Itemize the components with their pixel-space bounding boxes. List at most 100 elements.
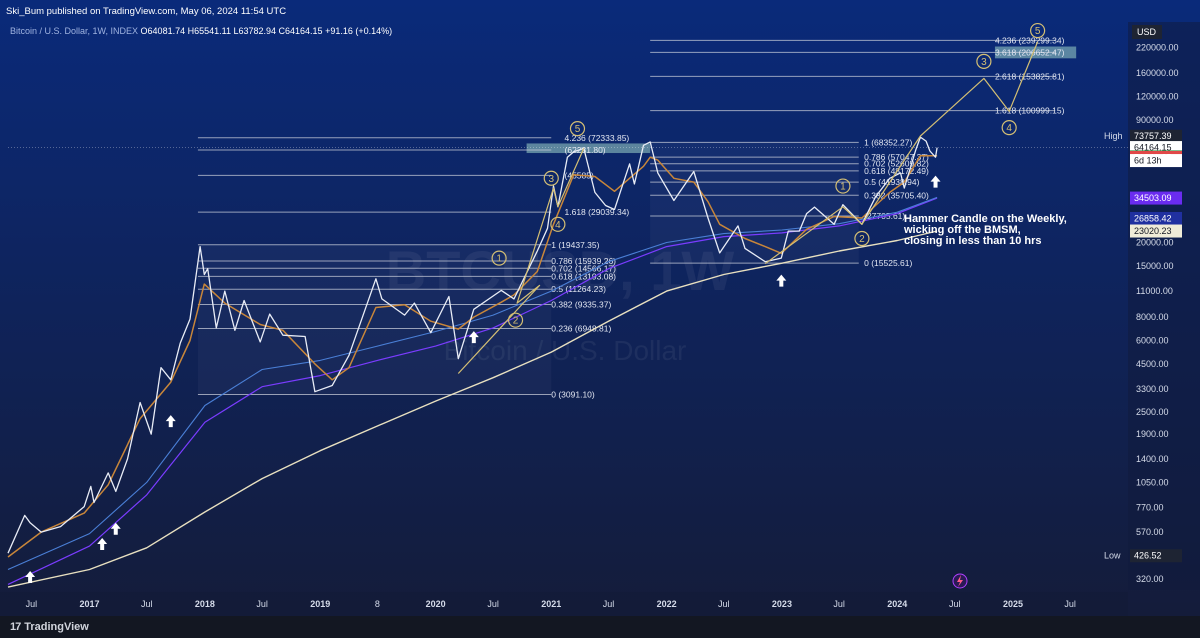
fib-zone-box-0: [526, 143, 651, 154]
wave-path-0: [457, 148, 585, 374]
wave-label-circle: [835, 178, 851, 194]
price-axis-tick: 220000.00: [1136, 42, 1179, 52]
legend-symbol: Bitcoin / U.S. Dollar, 1W, INDEX: [10, 26, 138, 36]
time-axis-tick: 2020: [426, 599, 446, 609]
currency-label: USD: [1137, 27, 1157, 37]
time-axis-tick: 2021: [541, 599, 561, 609]
wave-label-circle: [854, 230, 870, 247]
price-badge-bg: [1130, 129, 1182, 143]
price-axis-tick: 770.00: [1136, 503, 1164, 513]
price-badge: 426.52: [1134, 551, 1162, 561]
fib-level-label: 1 (68352.27): [864, 137, 912, 147]
wave-label-circle: [1030, 22, 1046, 39]
wave-label-circle: [550, 216, 566, 232]
fib-level-label: 0.786 (57047.37): [864, 152, 929, 162]
price-axis-tick: 20000.00: [1136, 237, 1174, 247]
time-axis-tick: Jul: [833, 599, 845, 609]
time-axis-tick: Jul: [256, 599, 268, 609]
fib-level-label: 0.618 (13193.08): [551, 271, 616, 281]
tradingview-logo-icon: 17: [10, 621, 21, 633]
wave-label: 2: [513, 316, 519, 327]
price-axis-tick: 120000.00: [1136, 92, 1179, 102]
ema-orange-line: [7, 155, 938, 558]
price-badge: 23020.23: [1134, 226, 1172, 236]
price-axis-tick: 320.00: [1136, 574, 1164, 584]
time-axis-tick: 2019: [310, 599, 330, 609]
fib-level-label: 0.702 (52609.82): [864, 159, 929, 169]
price-badge: 34503.09: [1134, 193, 1172, 203]
price-axis-tick: 160000.00: [1136, 68, 1179, 78]
watermark-symbol: BTCUSD, 1W: [386, 239, 735, 302]
tradingview-logo[interactable]: 17 TradingView: [10, 621, 89, 633]
fib-level-label: 0.5 (41938.94): [864, 177, 919, 187]
ma-beige-line: [7, 230, 938, 588]
time-axis-tick: Jul: [949, 599, 961, 609]
price-line: [7, 136, 938, 554]
legend-open: O64081.74: [138, 26, 185, 36]
time-axis-tick: 8: [375, 599, 380, 609]
fib-level-label: 0.236 (6948.81): [551, 324, 611, 334]
fib-level-label: 1 (19437.35): [551, 240, 599, 250]
up-arrow-icon: [110, 522, 121, 535]
up-arrow-icon: [165, 415, 176, 428]
time-axis-tick: 2022: [657, 599, 677, 609]
ma-purple-line: [7, 197, 938, 585]
fib-level-label: 0.786 (15939.26): [551, 256, 616, 266]
watermark-name: Bitcoin / U.S. Dollar: [444, 335, 687, 366]
price-chart-svg[interactable]: Ski_Bum published on TradingView.com, Ma…: [0, 0, 1200, 616]
fib-level-label: 2.618 (153825.81): [995, 71, 1065, 81]
time-axis-tick: Jul: [1064, 599, 1076, 609]
annotation-text: Hammer Candle on the Weekly,: [904, 213, 1067, 225]
wave-label: 2: [859, 234, 865, 245]
price-badge-bg: [1130, 211, 1182, 225]
up-arrow-icon: [776, 274, 787, 287]
currency-badge-bg: [1132, 25, 1162, 39]
time-axis-tick: Jul: [141, 599, 153, 609]
time-axis-tick: 2023: [772, 599, 792, 609]
price-badge-bg: [1130, 549, 1182, 563]
price-axis-tick: 4500.00: [1136, 359, 1169, 369]
chart-background: [0, 0, 1200, 616]
wave-label: 3: [981, 57, 987, 68]
ohlc-legend: Bitcoin / U.S. Dollar, 1W, INDEX O64081.…: [10, 26, 392, 36]
price-badge-tag: High: [1104, 131, 1123, 141]
wave-label-circle: [976, 53, 992, 69]
time-axis-tick: Jul: [718, 599, 730, 609]
wave-label: 1: [840, 182, 846, 193]
wave-label: 1: [496, 254, 502, 265]
fib-level-label: 0.5 (11264.23): [551, 284, 606, 294]
annotation-text: closing in less than 10 hrs: [904, 235, 1042, 247]
up-arrow-icon: [930, 175, 941, 188]
up-arrow-icon: [25, 570, 36, 583]
time-axis-bg: [0, 592, 1128, 616]
fib-level-label: 0 (3091.10): [551, 389, 595, 399]
fib-level-label: 1.618 (29039.34): [565, 207, 630, 217]
time-axis-tick: 2017: [80, 599, 100, 609]
wave-label-circle: [543, 170, 559, 186]
up-arrow-icon: [468, 331, 479, 344]
wave-label: 3: [548, 174, 554, 185]
wave-label: 4: [555, 220, 561, 231]
footer-brand: TradingView: [24, 621, 89, 633]
time-axis-tick: Jul: [26, 599, 38, 609]
wave-label-circle: [569, 120, 586, 137]
legend-change: +91.16 (+0.14%): [323, 26, 393, 36]
countdown-label: 6d 13h: [1134, 156, 1162, 166]
fib-level-label: 0.702 (14566.17): [551, 263, 616, 273]
price-badge-bg: [1130, 224, 1182, 238]
legend-high: H65541.11: [185, 26, 231, 36]
fib-level-label: 0.382 (9335.37): [551, 300, 611, 310]
price-axis-tick: 6000.00: [1136, 335, 1169, 345]
fib-level-label: 4.236 (72333.85): [565, 133, 630, 143]
wave-label-circle: [491, 250, 507, 266]
wave-label: 5: [1035, 26, 1041, 37]
fib-level-label: 0 (15525.61): [864, 258, 912, 268]
legend-close: C64164.15: [276, 26, 323, 36]
wave-label: 5: [575, 124, 581, 135]
price-axis-tick: 1400.00: [1136, 454, 1169, 464]
price-axis-tick: 90000.00: [1136, 115, 1174, 125]
countdown-bg: [1130, 154, 1182, 168]
price-badge: 73757.39: [1134, 131, 1172, 141]
time-axis-tick: 2018: [195, 599, 215, 609]
